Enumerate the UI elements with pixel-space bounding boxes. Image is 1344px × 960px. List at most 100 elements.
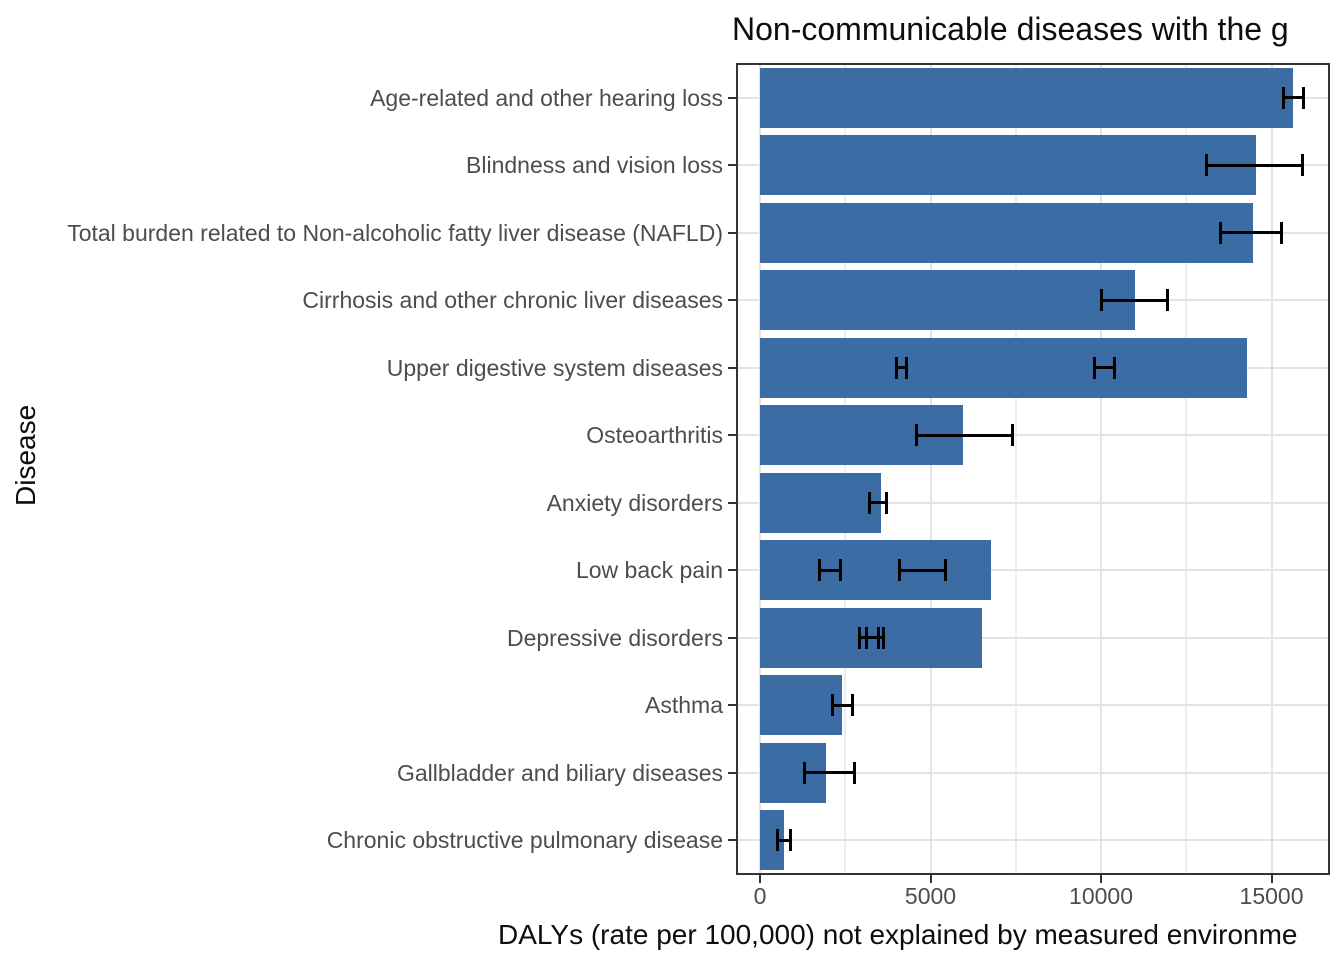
gridline-major-horizontal <box>737 704 1329 707</box>
error-bar-line <box>1206 163 1303 167</box>
x-tick-label: 5000 <box>904 883 957 909</box>
bar <box>760 675 842 736</box>
error-bar-cap-left <box>867 491 871 514</box>
y-tick-label: Depressive disorders <box>506 624 723 651</box>
error-bar-line <box>1101 298 1168 302</box>
error-bar-cap-left <box>831 694 835 717</box>
x-axis-tick <box>1270 875 1273 883</box>
y-tick-label: Anxiety disorders <box>546 489 723 516</box>
bar <box>760 270 1136 331</box>
y-tick-label: Low back pain <box>575 557 723 584</box>
error-bar-cap-left <box>865 626 869 649</box>
error-bar-line <box>1094 366 1115 370</box>
error-bar-cap-left <box>802 761 806 784</box>
gridline-major-horizontal <box>737 501 1329 504</box>
bar <box>760 337 1247 398</box>
y-axis-tick <box>728 704 736 707</box>
gridline-minor-vertical <box>1185 64 1188 874</box>
y-axis-tick <box>728 366 736 369</box>
error-bar-cap-left <box>1092 356 1096 379</box>
error-bar-line <box>832 703 853 707</box>
y-axis-tick <box>728 231 736 234</box>
chart-title: Non-communicable diseases with the g <box>732 11 1289 47</box>
bar <box>760 135 1257 196</box>
y-tick-label: Upper digestive system diseases <box>386 354 723 381</box>
error-bar-cap-right <box>1113 356 1117 379</box>
gridline-major-vertical <box>1100 64 1103 874</box>
error-bar-line <box>896 366 907 370</box>
gridline-minor-vertical <box>844 64 847 874</box>
error-bar-line <box>1283 96 1304 100</box>
gridline-major-horizontal <box>737 839 1329 842</box>
y-tick-label: Total burden related to Non-alcoholic fa… <box>67 219 723 246</box>
error-bar-cap-left <box>1205 154 1209 177</box>
bar <box>760 810 784 871</box>
error-bar-cap-left <box>898 559 902 582</box>
y-axis-tick <box>728 96 736 99</box>
y-axis-tick <box>728 164 736 167</box>
error-bar-cap-left <box>817 559 821 582</box>
error-bar-cap-right <box>850 694 854 717</box>
error-bar-cap-right <box>1010 424 1014 447</box>
error-bar-cap-right <box>1302 86 1306 109</box>
error-bar-line <box>777 838 791 842</box>
x-axis-title: DALYs (rate per 100,000) not explained b… <box>498 919 1298 950</box>
error-bar-cap-left <box>775 829 779 852</box>
error-bar-line <box>1220 231 1282 235</box>
x-tick-label: 0 <box>753 883 767 909</box>
gridline-minor-vertical <box>1014 64 1017 874</box>
error-bar-cap-right <box>881 626 885 649</box>
error-bar-cap-left <box>858 626 862 649</box>
gridline-major-horizontal <box>737 771 1329 774</box>
x-tick-label: 15000 <box>1239 883 1304 909</box>
bar <box>760 67 1294 128</box>
y-axis-tick <box>728 771 736 774</box>
error-bar-line <box>916 433 1013 437</box>
y-axis-tick <box>728 299 736 302</box>
y-tick-label: Blindness and vision loss <box>466 152 723 179</box>
error-bar-line <box>819 568 841 572</box>
error-bar-cap-left <box>1218 221 1222 244</box>
error-bar-cap-left <box>1281 86 1285 109</box>
error-bar-cap-right <box>1166 289 1170 312</box>
error-bar-cap-right <box>1280 221 1284 244</box>
error-bar-cap-left <box>894 356 898 379</box>
gridline-major-horizontal <box>737 636 1329 639</box>
x-axis-tick <box>1100 875 1103 883</box>
error-bar-cap-right <box>905 356 909 379</box>
error-bar-line <box>899 568 946 572</box>
bar <box>760 472 882 533</box>
y-axis-tick <box>728 839 736 842</box>
error-bar-line <box>804 771 855 775</box>
y-axis-tick <box>728 501 736 504</box>
error-bar-cap-right <box>885 491 889 514</box>
y-tick-label: Chronic obstructive pulmonary disease <box>326 827 723 854</box>
y-tick-label: Osteoarthritis <box>586 422 723 449</box>
error-bar-cap-left <box>915 424 919 447</box>
y-tick-label: Asthma <box>645 692 723 719</box>
error-bar-cap-right <box>943 559 947 582</box>
error-bar-cap-left <box>1099 289 1103 312</box>
x-tick-label: 10000 <box>1069 883 1134 909</box>
y-axis-tick <box>728 434 736 437</box>
x-axis-tick <box>929 875 932 883</box>
bar <box>760 202 1253 263</box>
y-tick-label: Age-related and other hearing loss <box>370 84 723 111</box>
y-tick-label: Cirrhosis and other chronic liver diseas… <box>302 287 723 314</box>
gridline-major-vertical <box>929 64 932 874</box>
error-bar-line <box>869 501 887 505</box>
bar <box>760 540 991 601</box>
y-axis-tick <box>728 636 736 639</box>
error-bar-cap-right <box>788 829 792 852</box>
y-tick-label: Gallbladder and biliary diseases <box>396 759 723 786</box>
error-bar-cap-right <box>838 559 842 582</box>
gridline-major-vertical <box>1270 64 1273 874</box>
y-axis-tick <box>728 569 736 572</box>
gridline-major-horizontal <box>737 569 1329 572</box>
gridline-major-vertical <box>759 64 762 874</box>
error-bar-line <box>866 636 884 640</box>
error-bar-cap-right <box>1300 154 1304 177</box>
error-bar-cap-right <box>852 761 856 784</box>
x-axis-tick <box>759 875 762 883</box>
